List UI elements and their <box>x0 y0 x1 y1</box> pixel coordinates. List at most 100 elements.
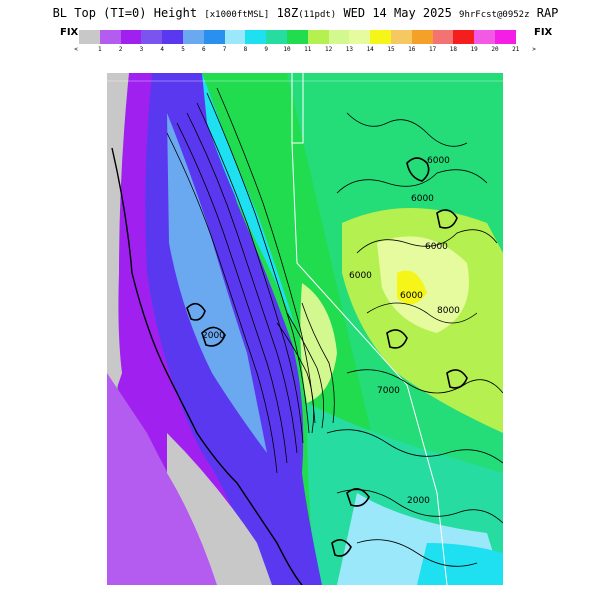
contour-line <box>386 329 408 349</box>
contour-line <box>436 209 458 229</box>
scale-swatch-14 <box>370 30 391 44</box>
scale-tick-label: 9 <box>264 46 268 53</box>
contour-line <box>206 92 310 434</box>
contour-label: 7000 <box>377 386 400 396</box>
scale-swatch-13 <box>349 30 371 44</box>
coastline <box>111 147 303 585</box>
contour-line <box>201 326 226 347</box>
contour-line <box>356 539 478 567</box>
scale-tick-label: 4 <box>160 46 164 53</box>
border-oregon-nevada <box>291 73 304 144</box>
map-svg: 6000 6000 6000 8000 6000 6000 7000 2000 2000 <box>107 73 503 585</box>
scale-tick-label: 16 <box>408 46 416 53</box>
scale-tick-label: 20 <box>491 46 499 53</box>
title-main: BL Top (TI=0) Height <box>52 6 198 20</box>
contour-line <box>176 122 288 464</box>
contour-label: 6000 <box>349 271 372 281</box>
color-scale <box>79 30 516 44</box>
scale-swatch-2 <box>120 30 142 44</box>
scale-tick-label: 15 <box>387 46 395 53</box>
title-units: [x1000ftMSL] <box>204 10 270 20</box>
contour-label: 2000 <box>407 496 430 506</box>
scale-tick-label: 5 <box>181 46 185 53</box>
title-date: WED 14 May 2025 <box>343 6 452 20</box>
scale-swatch-1 <box>99 30 121 44</box>
contour-line <box>346 112 468 147</box>
ocean-north <box>107 73 129 413</box>
scale-swatch-5 <box>182 30 204 44</box>
title-forecast: 9hrFcst@0952z <box>459 10 530 20</box>
scale-tick-label: 21 <box>512 46 520 53</box>
scale-tick-label: 13 <box>345 46 354 53</box>
contour-label: 6000 <box>411 194 434 204</box>
contour-line <box>366 302 478 324</box>
map-panel: 6000 6000 6000 8000 6000 6000 7000 2000 2000 <box>107 73 503 585</box>
ocean-southwest <box>107 373 217 585</box>
scale-swatch-8 <box>245 30 267 44</box>
contour-line <box>196 102 304 444</box>
scale-tick-label: 6 <box>201 46 206 53</box>
region-southeast-cyan <box>417 543 503 585</box>
scale-swatch-15 <box>390 30 412 44</box>
title-model: RAP <box>536 6 559 20</box>
scale-swatch-19 <box>474 30 495 44</box>
scale-tick-label: 3 <box>139 46 144 53</box>
scale-swatch-20 <box>494 30 516 44</box>
scale-tick-label: 14 <box>366 46 374 53</box>
scale-tick-label: 17 <box>428 46 437 53</box>
contour-line <box>186 112 298 454</box>
contour-line <box>446 369 468 389</box>
scale-swatch-18 <box>453 30 475 44</box>
fix-label-right: FIX <box>534 27 553 38</box>
title-time: 18Z <box>276 6 299 20</box>
contour-labels: 6000 6000 6000 8000 6000 6000 7000 2000 2000 <box>202 156 460 506</box>
contour-line <box>336 489 503 524</box>
scale-tick-label: 11 <box>304 46 312 53</box>
scale-swatch-0 <box>79 30 100 44</box>
scale-swatch-4 <box>162 30 183 44</box>
scale-tick-label: 18 <box>449 46 458 53</box>
scale-swatch-3 <box>141 30 163 44</box>
scale-tick-label: 8 <box>243 46 248 53</box>
contour-label: 2000 <box>202 331 225 341</box>
scale-tick-label: > <box>532 46 536 53</box>
fix-label-left: FIX <box>60 27 79 38</box>
contour-line <box>326 429 503 464</box>
contour-line <box>356 229 498 254</box>
scale-swatch-17 <box>432 30 454 44</box>
contour-line <box>286 312 325 429</box>
contour-line <box>166 132 278 474</box>
contour-label: 6000 <box>425 242 448 252</box>
chart-title: BL Top (TI=0) Height [x1000ftMSL] 18Z(11… <box>0 6 611 20</box>
contour-line <box>276 322 315 434</box>
scale-tick-label: 19 <box>470 46 478 53</box>
border-ca-nv <box>291 142 448 585</box>
ocean-bight <box>167 433 272 585</box>
region-max-peak <box>397 270 427 305</box>
contour-line <box>336 169 488 194</box>
contour-label: 6000 <box>400 291 423 301</box>
scale-swatch-9 <box>266 30 287 44</box>
contour-line <box>301 302 335 424</box>
contour-label: 6000 <box>427 156 450 166</box>
contour-line <box>331 539 352 557</box>
scale-tick-label: 1 <box>97 46 102 53</box>
title-time-note: (11pdt) <box>298 10 337 20</box>
scale-tick-label: 12 <box>324 46 333 53</box>
scale-tick-label: < <box>74 46 78 53</box>
scale-swatch-7 <box>224 30 246 44</box>
region-coast-lightblue <box>167 113 267 453</box>
scale-tick-label: 7 <box>222 46 227 53</box>
scale-tick-label: 10 <box>283 46 291 53</box>
contour-line <box>186 302 206 321</box>
scale-swatch-12 <box>328 30 350 44</box>
contour-line <box>346 488 370 507</box>
contour-line <box>346 369 503 394</box>
color-scale-ticks: <1 2 3 4 5 6 7 8 9 10 11 12 13 14 15 16 17 18 19 20 21 > <box>68 46 543 58</box>
scale-tick-label: 2 <box>118 46 123 53</box>
contour-lines <box>166 87 503 567</box>
contour-line <box>406 157 430 182</box>
contour-label: 8000 <box>437 306 460 316</box>
scale-swatch-16 <box>411 30 433 44</box>
contour-line <box>216 87 316 424</box>
